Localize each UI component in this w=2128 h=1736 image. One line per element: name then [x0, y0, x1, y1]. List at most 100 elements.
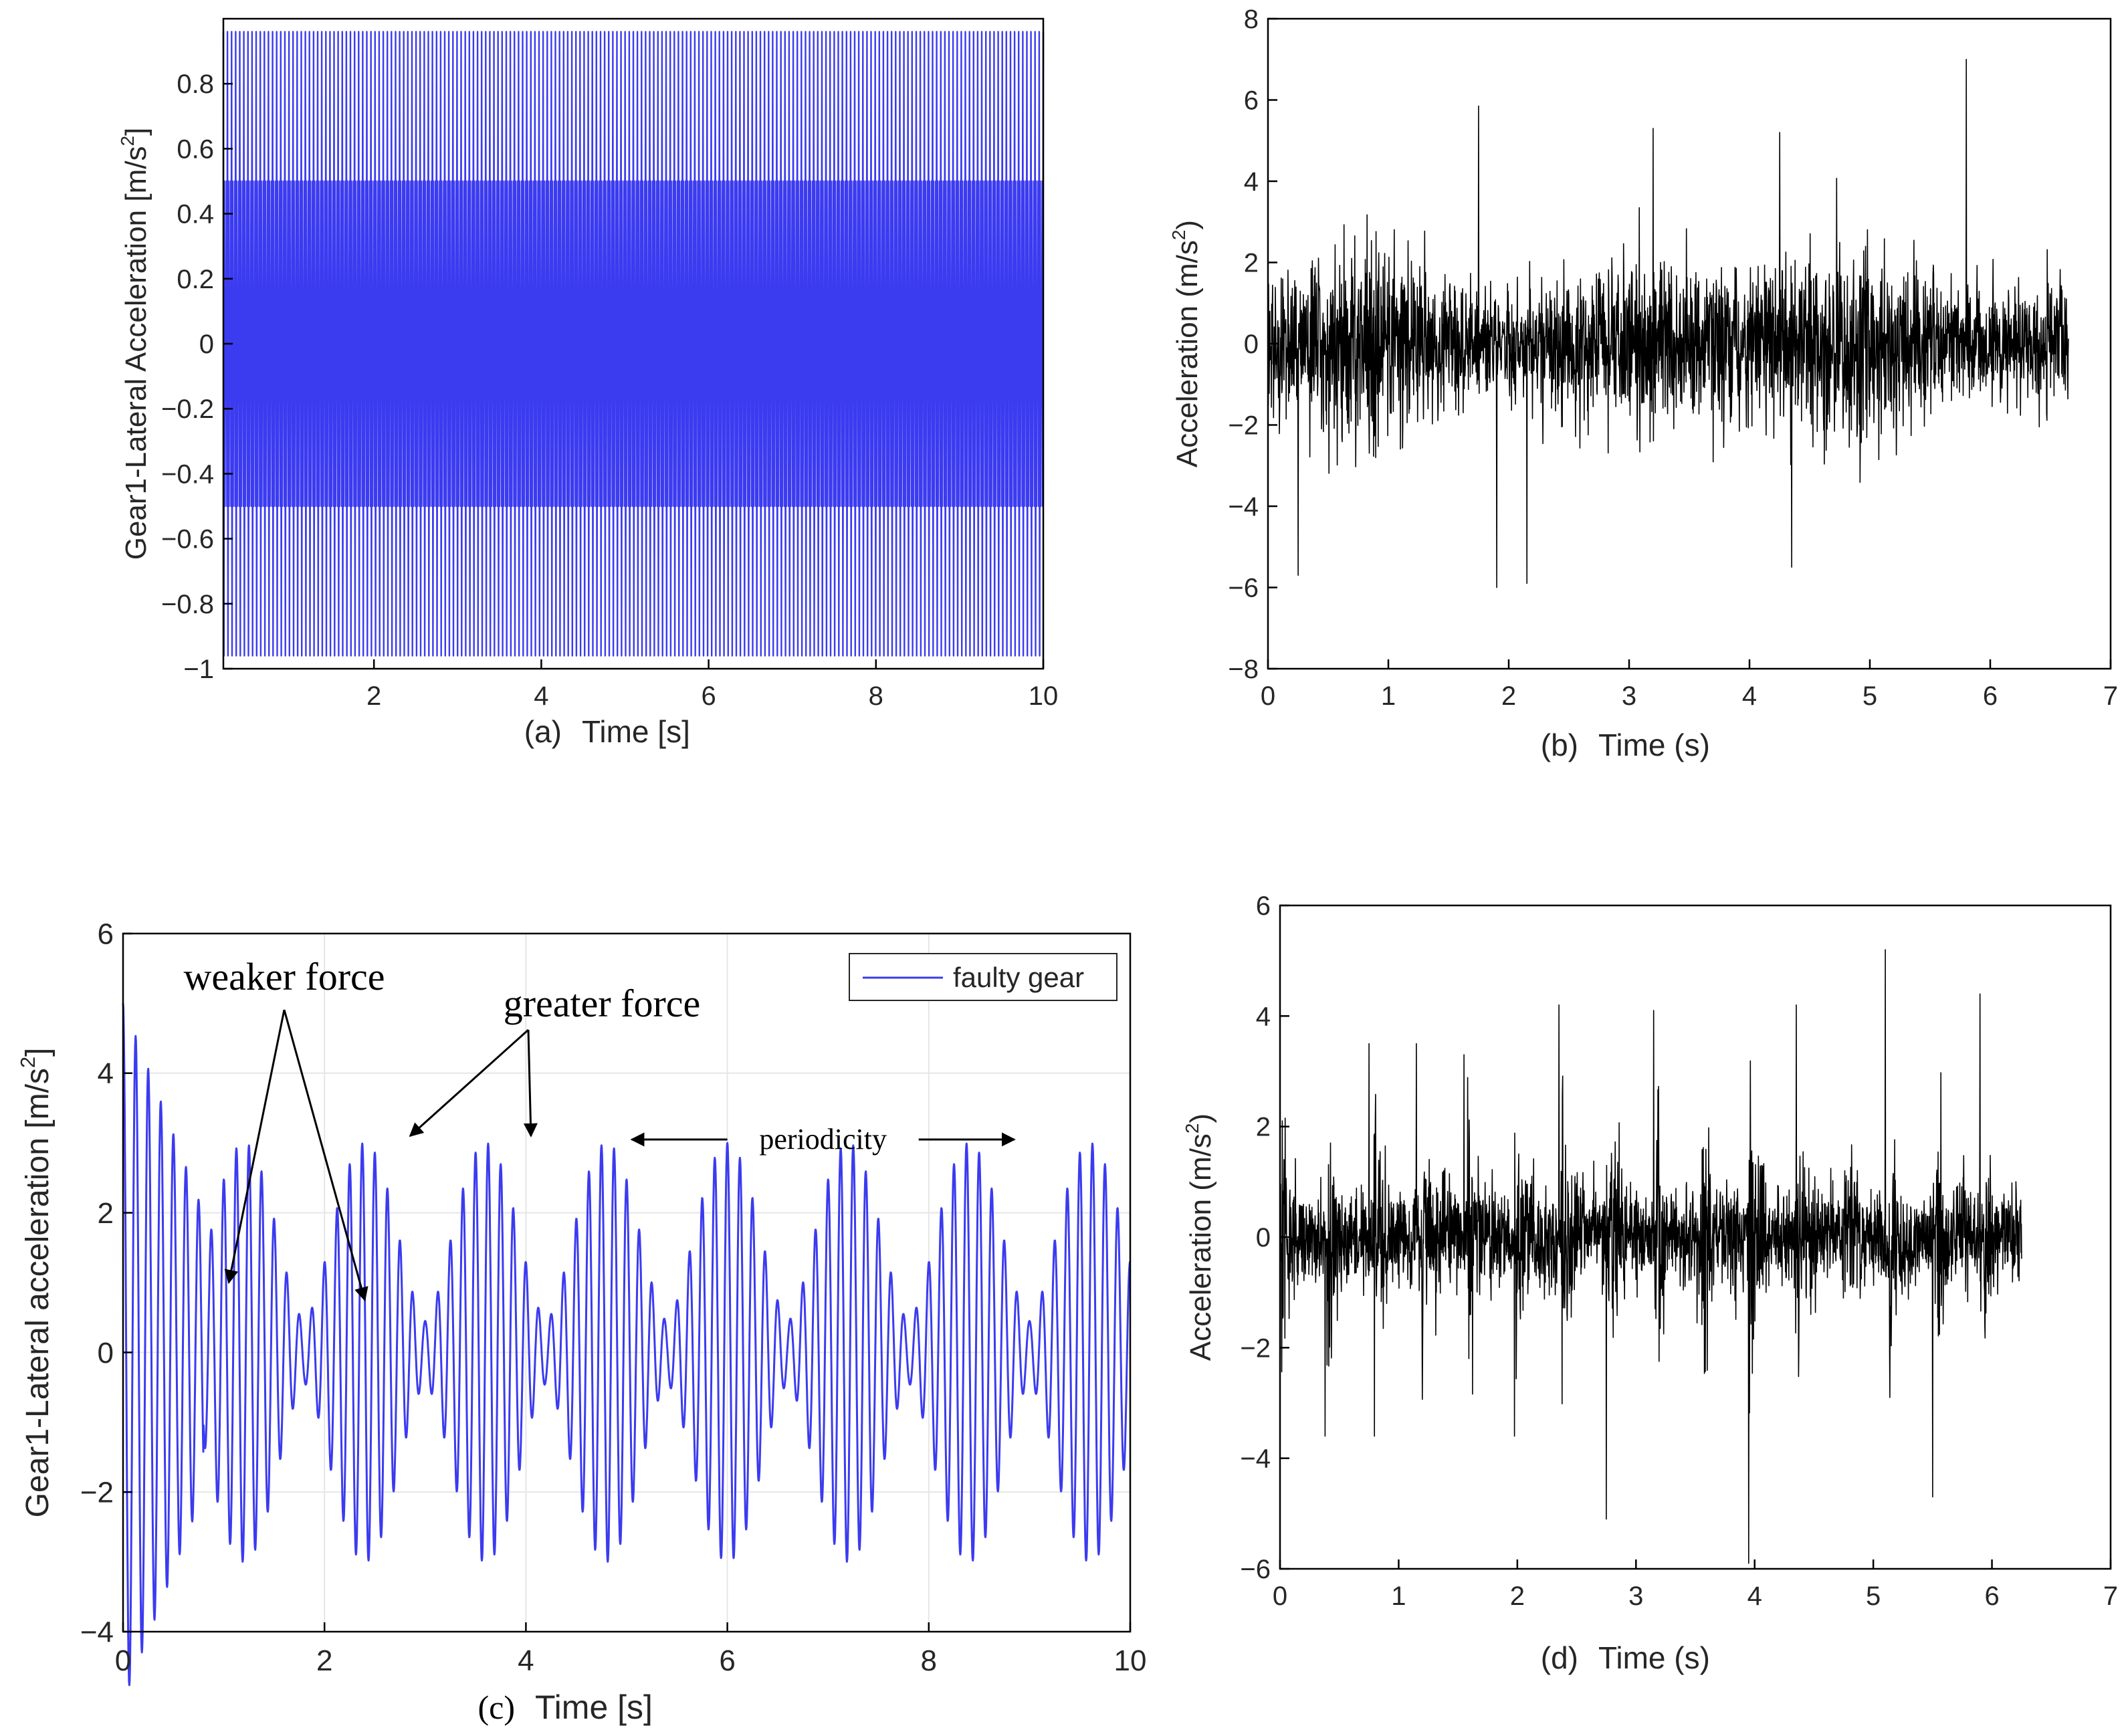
y-axis-label-main: Gear1-Lateral Acceleration [m/s [120, 146, 152, 560]
y-axis-label: Gear1-Lateral acceleration [m/s2] [16, 1048, 56, 1518]
y-axis-label-main: Gear1-Lateral acceleration [m/s [20, 1068, 56, 1517]
y-tick-label: −6 [1240, 1555, 1271, 1584]
y-tick-label: 4 [98, 1057, 114, 1090]
y-axis-label: Acceleration (m/s2) [1168, 220, 1204, 467]
panel-label: (c) [478, 1689, 516, 1726]
x-tick-label: 6 [1983, 681, 1998, 711]
arrow-weaker-2 [283, 1009, 368, 1302]
y-axis-label-sup: 2 [117, 136, 138, 146]
x-tick-label: 4 [1747, 1582, 1762, 1611]
x-tick-label: 6 [1984, 1582, 1999, 1611]
arrow-greater-1 [409, 1028, 530, 1137]
y-tick-label: 6 [1256, 891, 1271, 921]
y-tick-label: 2 [98, 1197, 114, 1230]
y-tick-label: −2 [1240, 1333, 1271, 1363]
y-tick-label: 6 [98, 917, 114, 950]
x-tick-label: 2 [366, 681, 381, 711]
legend-label: faulty gear [953, 962, 1084, 993]
x-tick-label: 2 [316, 1644, 332, 1677]
y-axis-label: Gear1-Lateral Acceleration [m/s2] [117, 128, 152, 560]
annotation-weaker-force: weaker force [183, 955, 385, 998]
y-tick-label: 0.6 [177, 134, 214, 164]
plot-frame [122, 932, 1132, 1633]
x-axis-label: Time (s) [1598, 1640, 1710, 1675]
x-tick-label: 8 [869, 681, 883, 711]
x-tick-label: 7 [2103, 1582, 2118, 1611]
y-tick-label: −4 [80, 1616, 114, 1648]
x-tick-label: 5 [1866, 1582, 1881, 1611]
y-tick-label: −2 [80, 1477, 114, 1509]
series-line-measured-acceleration [1267, 59, 2069, 588]
x-axis-label: Time (s) [1598, 728, 1710, 762]
arrow-greater-2 [523, 1029, 538, 1137]
y-tick-label: 0 [199, 330, 214, 359]
chart-c: 0 2 4 6 8 10 −4 −2 0 2 4 6 Gear1-Lateral acceleratio… [16, 917, 1146, 1726]
x-axis-label: Time [s] [535, 1689, 653, 1726]
y-tick-label: −4 [1240, 1444, 1271, 1474]
x-tick-label: 10 [1029, 681, 1059, 711]
y-axis-label-end: ] [120, 128, 152, 136]
x-tick-label: 1 [1381, 681, 1396, 711]
y-tick-label: −8 [1228, 655, 1259, 684]
series-line-measured-acceleration-faulty [1279, 949, 2022, 1564]
x-axis-label: Time [s] [582, 714, 690, 749]
y-tick-label: 2 [1256, 1113, 1271, 1142]
y-tick-label: 0 [98, 1337, 114, 1370]
x-tick-label: 7 [2103, 681, 2118, 711]
y-axis-label-end: ) [1184, 1113, 1217, 1123]
panel-label: (a) [524, 714, 562, 749]
x-tick-label: 4 [534, 681, 548, 711]
x-tick-label: 4 [1742, 681, 1757, 711]
x-tick-label: 6 [719, 1644, 735, 1677]
y-axis-label-sup: 2 [1182, 1123, 1202, 1134]
arrow-weaker-1 [224, 1009, 286, 1285]
y-tick-label: 0.4 [177, 200, 214, 229]
y-tick-label: −0.8 [161, 590, 214, 619]
x-tick-label: 2 [1501, 681, 1516, 711]
series-line-faulty gear [122, 1003, 1131, 1687]
chart-d: 0 1 2 3 4 5 6 7 −6 −4 −2 0 2 4 6 Acceleration (m/s2) (d)… [1182, 891, 2118, 1675]
y-tick-label: 0 [1244, 330, 1259, 359]
y-axis-label-end: ] [20, 1048, 56, 1057]
y-tick-label: −1 [183, 655, 214, 684]
y-axis-label-main: Acceleration (m/s [1171, 240, 1204, 467]
y-tick-label: −0.4 [161, 459, 214, 489]
y-tick-label: −6 [1228, 574, 1259, 603]
annotation-periodicity: periodicity [759, 1123, 887, 1156]
y-axis-label-sup: 2 [1168, 230, 1189, 241]
x-tick-label: 1 [1391, 1582, 1406, 1611]
annotation-greater-force: greater force [504, 982, 701, 1025]
y-tick-label: 6 [1244, 86, 1259, 116]
y-tick-label: 0.8 [177, 70, 214, 99]
x-tick-label: 8 [921, 1644, 937, 1677]
x-tick-label: 6 [701, 681, 716, 711]
panel-label: (b) [1541, 728, 1578, 762]
y-tick-label: 8 [1244, 5, 1259, 34]
x-tick-label: 3 [1628, 1582, 1643, 1611]
y-tick-label: 2 [1244, 249, 1259, 278]
y-tick-label: 0.2 [177, 265, 214, 294]
y-tick-label: 0 [1256, 1223, 1271, 1253]
y-axis-label-sup: 2 [16, 1057, 39, 1068]
x-tick-label: 10 [1114, 1644, 1147, 1677]
y-tick-label: 4 [1244, 167, 1259, 197]
x-tick-label: 3 [1622, 681, 1636, 711]
y-axis-label-end: ) [1171, 220, 1204, 230]
x-tick-label: 0 [1273, 1582, 1287, 1611]
y-axis-label-main: Acceleration (m/s [1184, 1133, 1217, 1361]
x-tick-label: 0 [1261, 681, 1275, 711]
x-tick-label: 4 [518, 1644, 534, 1677]
series-line-gear1-lateral-acceleration [222, 31, 1045, 657]
y-tick-label: −2 [1228, 411, 1259, 441]
x-tick-label: 0 [115, 1644, 131, 1677]
chart-a: 2 4 6 8 10 −1 −0.8 −0.6 −0.4 −0.2 0 0.2 0.4 0.6 0.8 Gea… [117, 17, 1059, 749]
y-tick-label: 4 [1256, 1002, 1271, 1031]
y-tick-label: −0.6 [161, 525, 214, 554]
panel-label: (d) [1541, 1640, 1578, 1675]
y-tick-label: −4 [1228, 492, 1259, 522]
x-tick-label: 5 [1863, 681, 1877, 711]
y-axis-label: Acceleration (m/s2) [1182, 1113, 1217, 1361]
y-tick-label: −0.2 [161, 395, 214, 424]
